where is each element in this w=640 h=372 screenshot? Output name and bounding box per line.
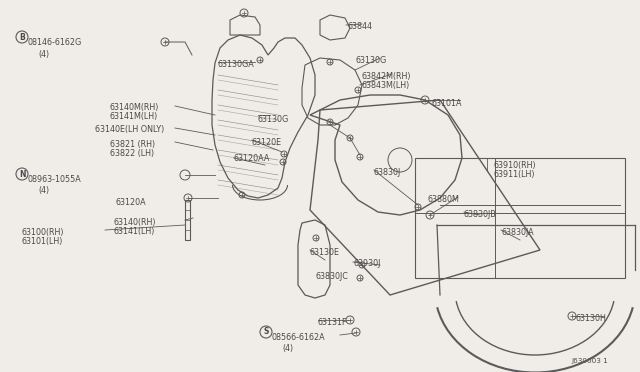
Text: 63830J: 63830J xyxy=(374,168,401,177)
Text: B: B xyxy=(19,32,25,42)
Text: 63130G: 63130G xyxy=(355,56,387,65)
Text: (4): (4) xyxy=(38,186,49,195)
Text: 63130H: 63130H xyxy=(576,314,607,323)
Bar xyxy=(415,158,625,278)
Text: 63130G: 63130G xyxy=(258,115,289,124)
Text: 63131F: 63131F xyxy=(318,318,348,327)
Text: 63880M: 63880M xyxy=(427,195,459,204)
Text: 63120E: 63120E xyxy=(252,138,282,147)
Text: 63141M(LH): 63141M(LH) xyxy=(110,112,158,121)
Text: 63822 (LH): 63822 (LH) xyxy=(110,149,154,158)
Text: S: S xyxy=(263,327,269,337)
Text: 63821 (RH): 63821 (RH) xyxy=(110,140,155,149)
Text: 63140M(RH): 63140M(RH) xyxy=(110,103,159,112)
Text: 63830JB: 63830JB xyxy=(464,210,497,219)
Text: 63930J: 63930J xyxy=(353,259,380,268)
Text: 63120AA: 63120AA xyxy=(234,154,270,163)
Text: (4): (4) xyxy=(282,344,293,353)
Text: 63830JC: 63830JC xyxy=(316,272,349,281)
Text: 63911(LH): 63911(LH) xyxy=(493,170,534,179)
Text: 63844: 63844 xyxy=(348,22,373,31)
Text: 63140(RH): 63140(RH) xyxy=(113,218,156,227)
Text: 63830JA: 63830JA xyxy=(501,228,534,237)
Text: 63130E: 63130E xyxy=(310,248,340,257)
Text: 63100(RH): 63100(RH) xyxy=(22,228,65,237)
Text: 08146-6162G: 08146-6162G xyxy=(28,38,83,47)
Text: (4): (4) xyxy=(38,50,49,59)
Text: J630003 1: J630003 1 xyxy=(571,358,608,364)
Text: 63842M(RH): 63842M(RH) xyxy=(362,72,412,81)
Text: 63843M(LH): 63843M(LH) xyxy=(362,81,410,90)
Text: 63130GA: 63130GA xyxy=(218,60,255,69)
Text: 63140E(LH ONLY): 63140E(LH ONLY) xyxy=(95,125,164,134)
Text: 63910(RH): 63910(RH) xyxy=(493,161,536,170)
Text: 63120A: 63120A xyxy=(115,198,146,207)
Text: N: N xyxy=(19,170,25,179)
Text: 08566-6162A: 08566-6162A xyxy=(272,333,326,342)
Text: 08963-1055A: 08963-1055A xyxy=(28,175,82,184)
Text: 63101A: 63101A xyxy=(432,99,463,108)
Text: 63141(LH): 63141(LH) xyxy=(113,227,154,236)
Text: 63101(LH): 63101(LH) xyxy=(22,237,63,246)
